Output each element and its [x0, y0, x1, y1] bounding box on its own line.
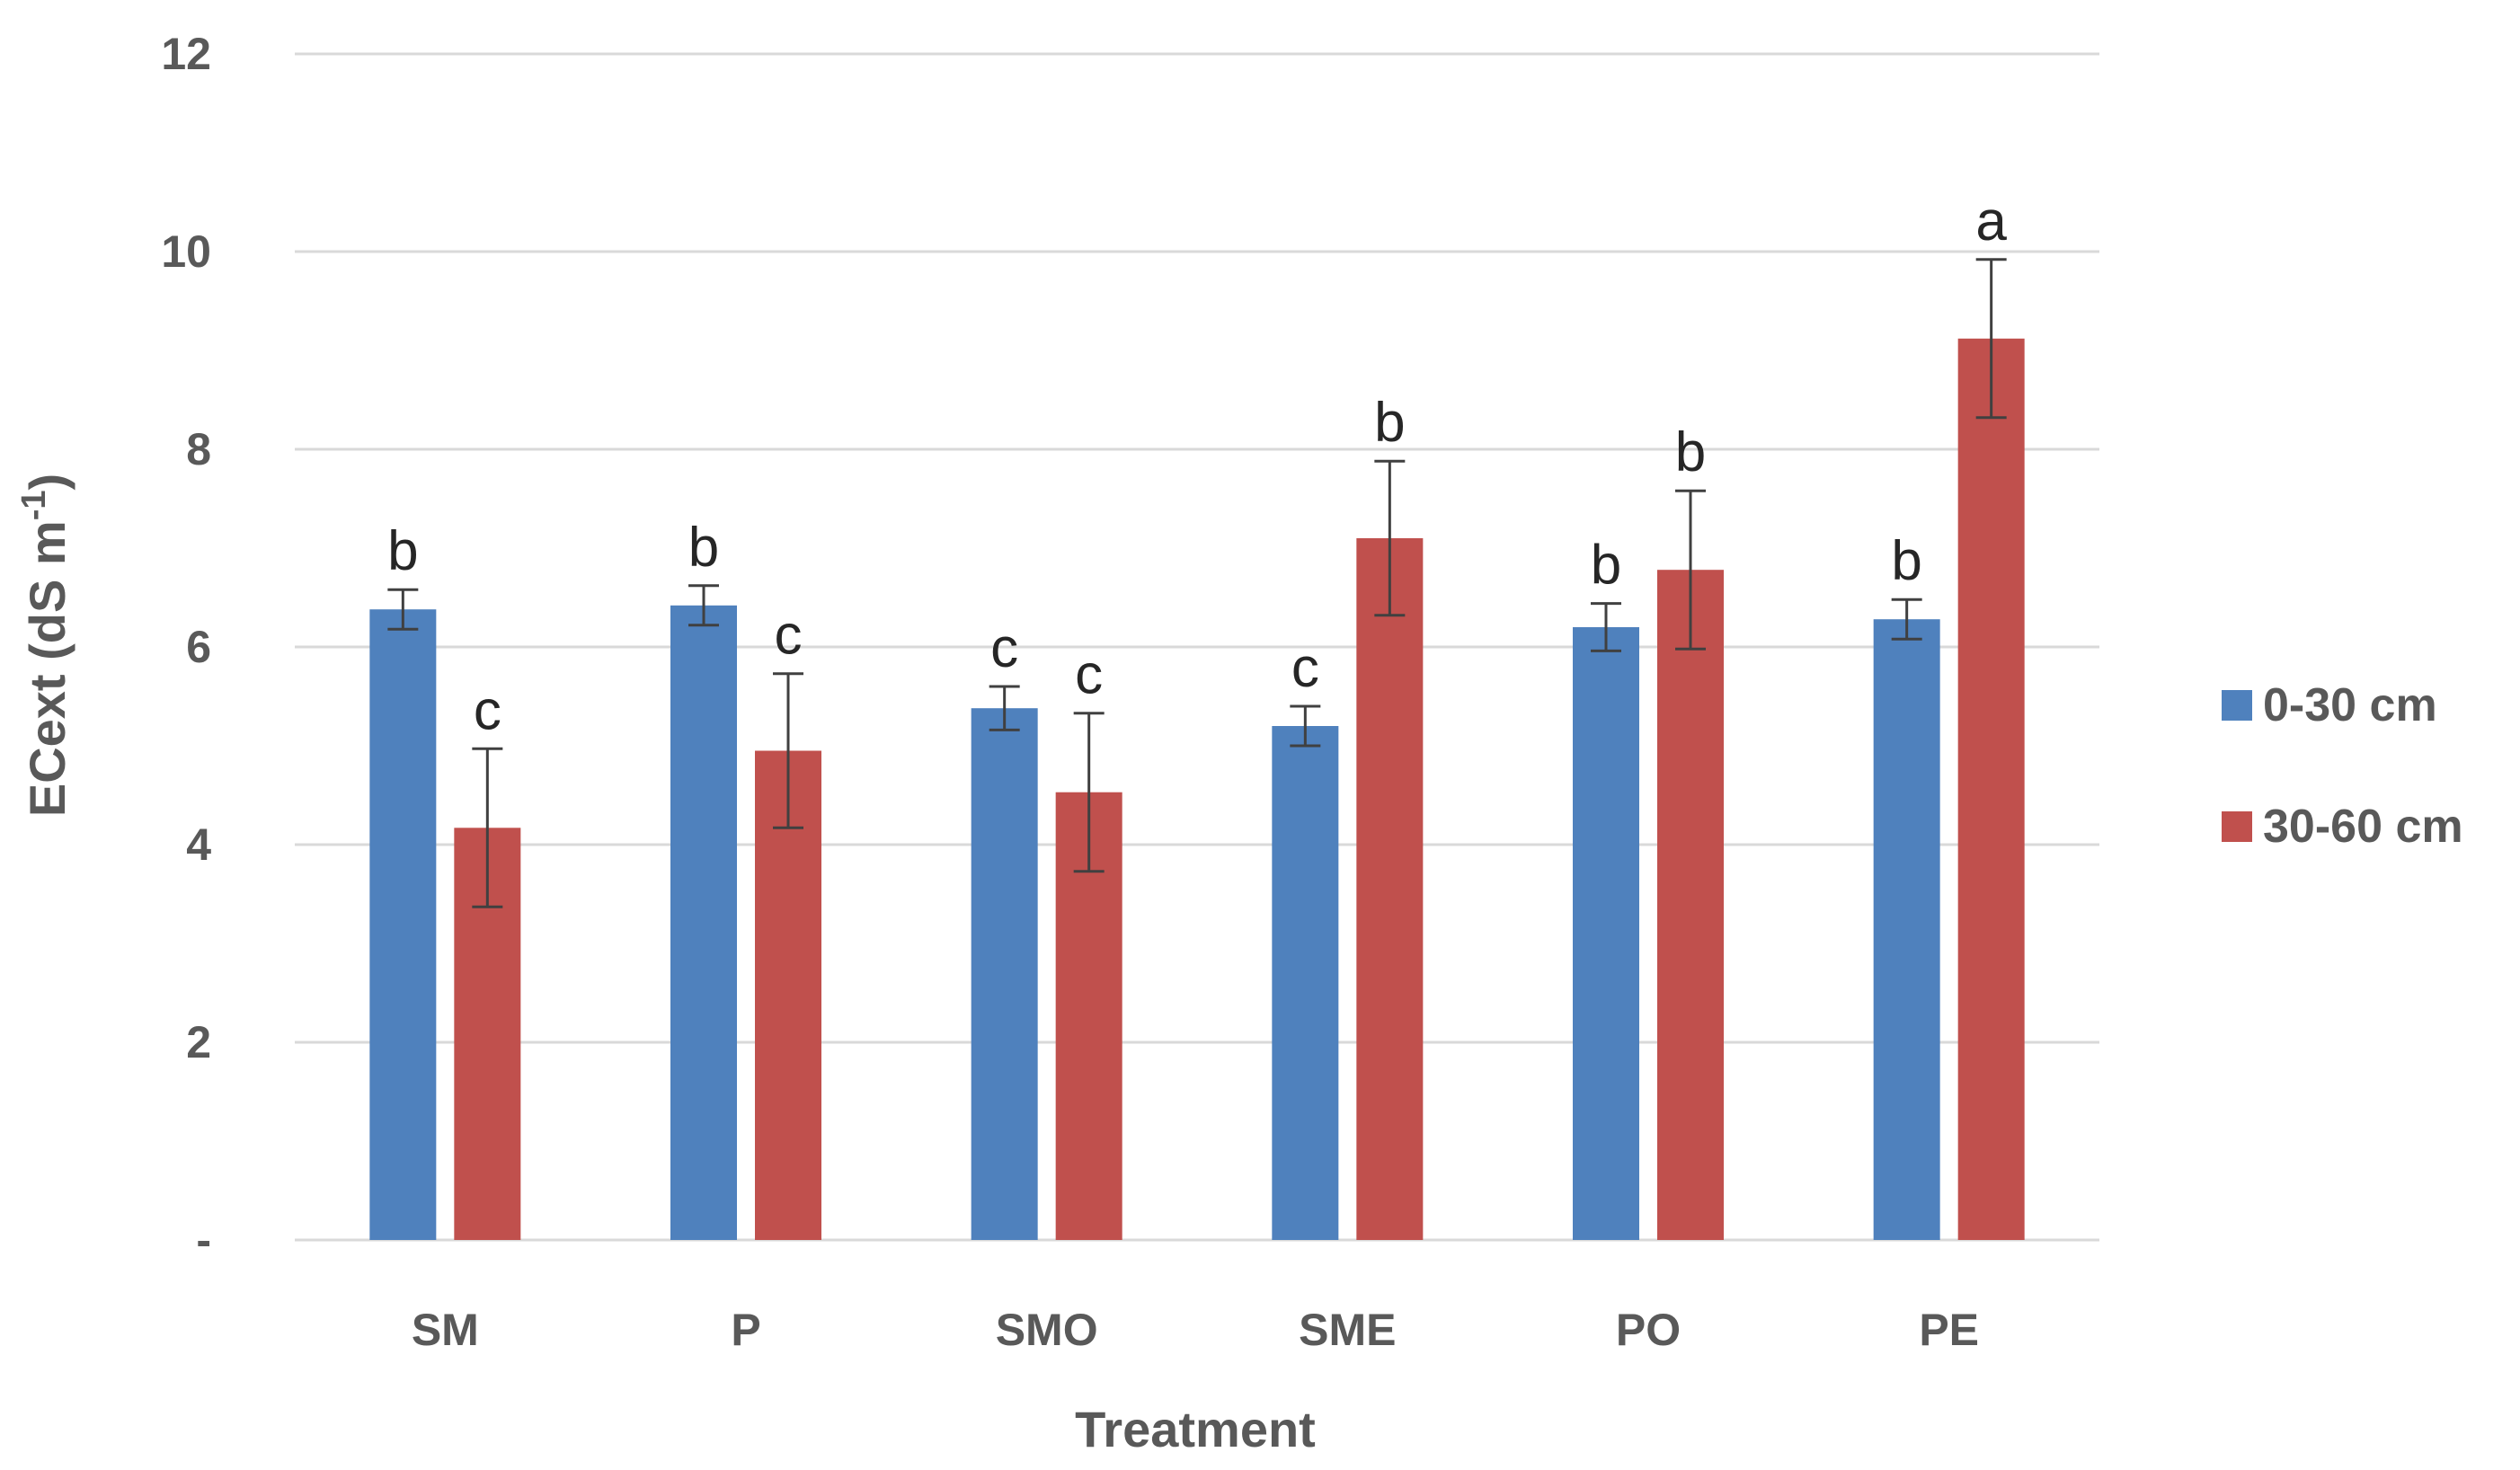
x-tick-label: P: [731, 1305, 760, 1355]
significance-label: b: [387, 520, 418, 582]
x-tick-label: SME: [1299, 1305, 1396, 1355]
significance-label: b: [688, 517, 719, 579]
significance-label: b: [1891, 530, 1921, 592]
bar: [1873, 619, 1940, 1240]
significance-label: c: [1291, 637, 1319, 699]
gridlines: [295, 52, 2099, 1242]
bar: [971, 708, 1038, 1240]
significance-label: b: [1591, 535, 1621, 597]
legend-label: 0-30 cm: [2263, 679, 2437, 731]
legend-label: 30-60 cm: [2263, 801, 2463, 853]
y-tick-label: 12: [161, 29, 211, 79]
significance-label: b: [1675, 421, 1706, 483]
significance-label: c: [990, 617, 1018, 679]
bar: [1657, 570, 1724, 1240]
x-tick-label: SMO: [996, 1305, 1098, 1355]
x-tick-label: PE: [1919, 1305, 1979, 1355]
y-axis-title-superscript: -1: [15, 491, 53, 521]
y-tick-label: 8: [186, 424, 211, 474]
error-bars: [387, 258, 2007, 908]
x-tick-label: SM: [412, 1305, 479, 1355]
y-tick-label: -: [196, 1215, 211, 1265]
significance-label: c: [775, 605, 803, 667]
significance-label: c: [1075, 644, 1103, 706]
bar: [1272, 726, 1339, 1240]
legend: 0-30 cm 30-60 cm: [2222, 679, 2463, 853]
y-axis-title: ECext (dS m-1): [15, 474, 75, 817]
significance-label: b: [1374, 392, 1405, 454]
x-tick-label: PO: [1616, 1305, 1681, 1355]
bar: [1356, 538, 1424, 1240]
bar: [755, 750, 821, 1240]
y-tick-label: 2: [186, 1017, 211, 1067]
bar: [369, 609, 437, 1240]
y-axis-title-close: ): [19, 474, 75, 491]
y-tick-label: 10: [161, 226, 211, 277]
bar: [1573, 627, 1639, 1240]
bar: [670, 605, 737, 1240]
legend-swatch: [2222, 690, 2252, 721]
bar: [1957, 338, 2025, 1240]
significance-label: c: [474, 679, 501, 741]
y-axis-title-main: ECext (dS m: [19, 520, 75, 817]
legend-swatch: [2222, 811, 2252, 842]
y-tick-label: 6: [186, 622, 211, 672]
bars: [369, 338, 2025, 1240]
x-tick-labels: SM P SMO SME PO PE: [412, 1305, 1979, 1355]
y-tick-label: 4: [186, 819, 211, 870]
y-tick-labels: - 2 4 6 8 10 12: [161, 29, 211, 1265]
x-axis-title: Treatment: [1075, 1401, 1316, 1457]
significance-label: a: [1975, 190, 2007, 252]
